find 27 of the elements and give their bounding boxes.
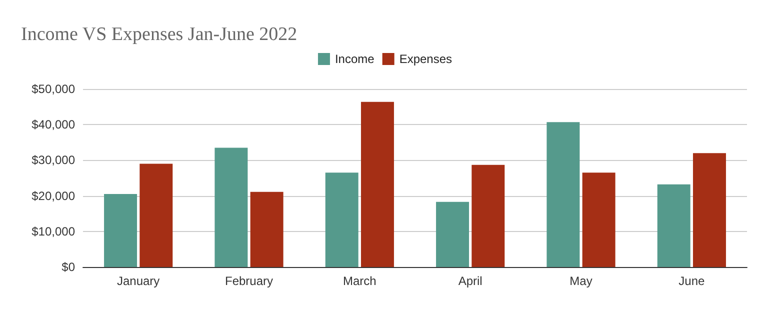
y-tick-label: $30,000 <box>32 153 76 168</box>
x-tick-label: April <box>458 274 482 288</box>
y-tick-label: $20,000 <box>32 188 76 203</box>
x-tick-label: January <box>116 274 160 288</box>
bar <box>104 194 138 267</box>
y-tick-label: $40,000 <box>32 118 76 132</box>
bar <box>250 192 284 267</box>
bar <box>214 148 248 267</box>
x-tick-label: May <box>570 274 592 288</box>
bar <box>657 184 690 267</box>
y-tick-label: $0 <box>62 260 76 274</box>
bar <box>325 172 358 267</box>
bar <box>140 164 173 267</box>
y-tick-label: $50,000 <box>32 82 76 96</box>
bar <box>546 122 580 267</box>
legend-label: Income <box>334 52 375 66</box>
x-tick-label: February <box>224 274 274 288</box>
bar <box>360 102 394 267</box>
legend-label: Expenses <box>399 52 452 66</box>
bar <box>692 153 726 267</box>
y-tick-label: $10,000 <box>32 224 76 238</box>
bar <box>472 164 505 267</box>
x-tick-label: March <box>342 274 376 288</box>
x-tick-label: June <box>678 274 705 288</box>
bar <box>582 172 616 267</box>
chart-title: Income VS Expenses Jan-June 2022 <box>21 24 298 45</box>
bar <box>436 202 470 267</box>
